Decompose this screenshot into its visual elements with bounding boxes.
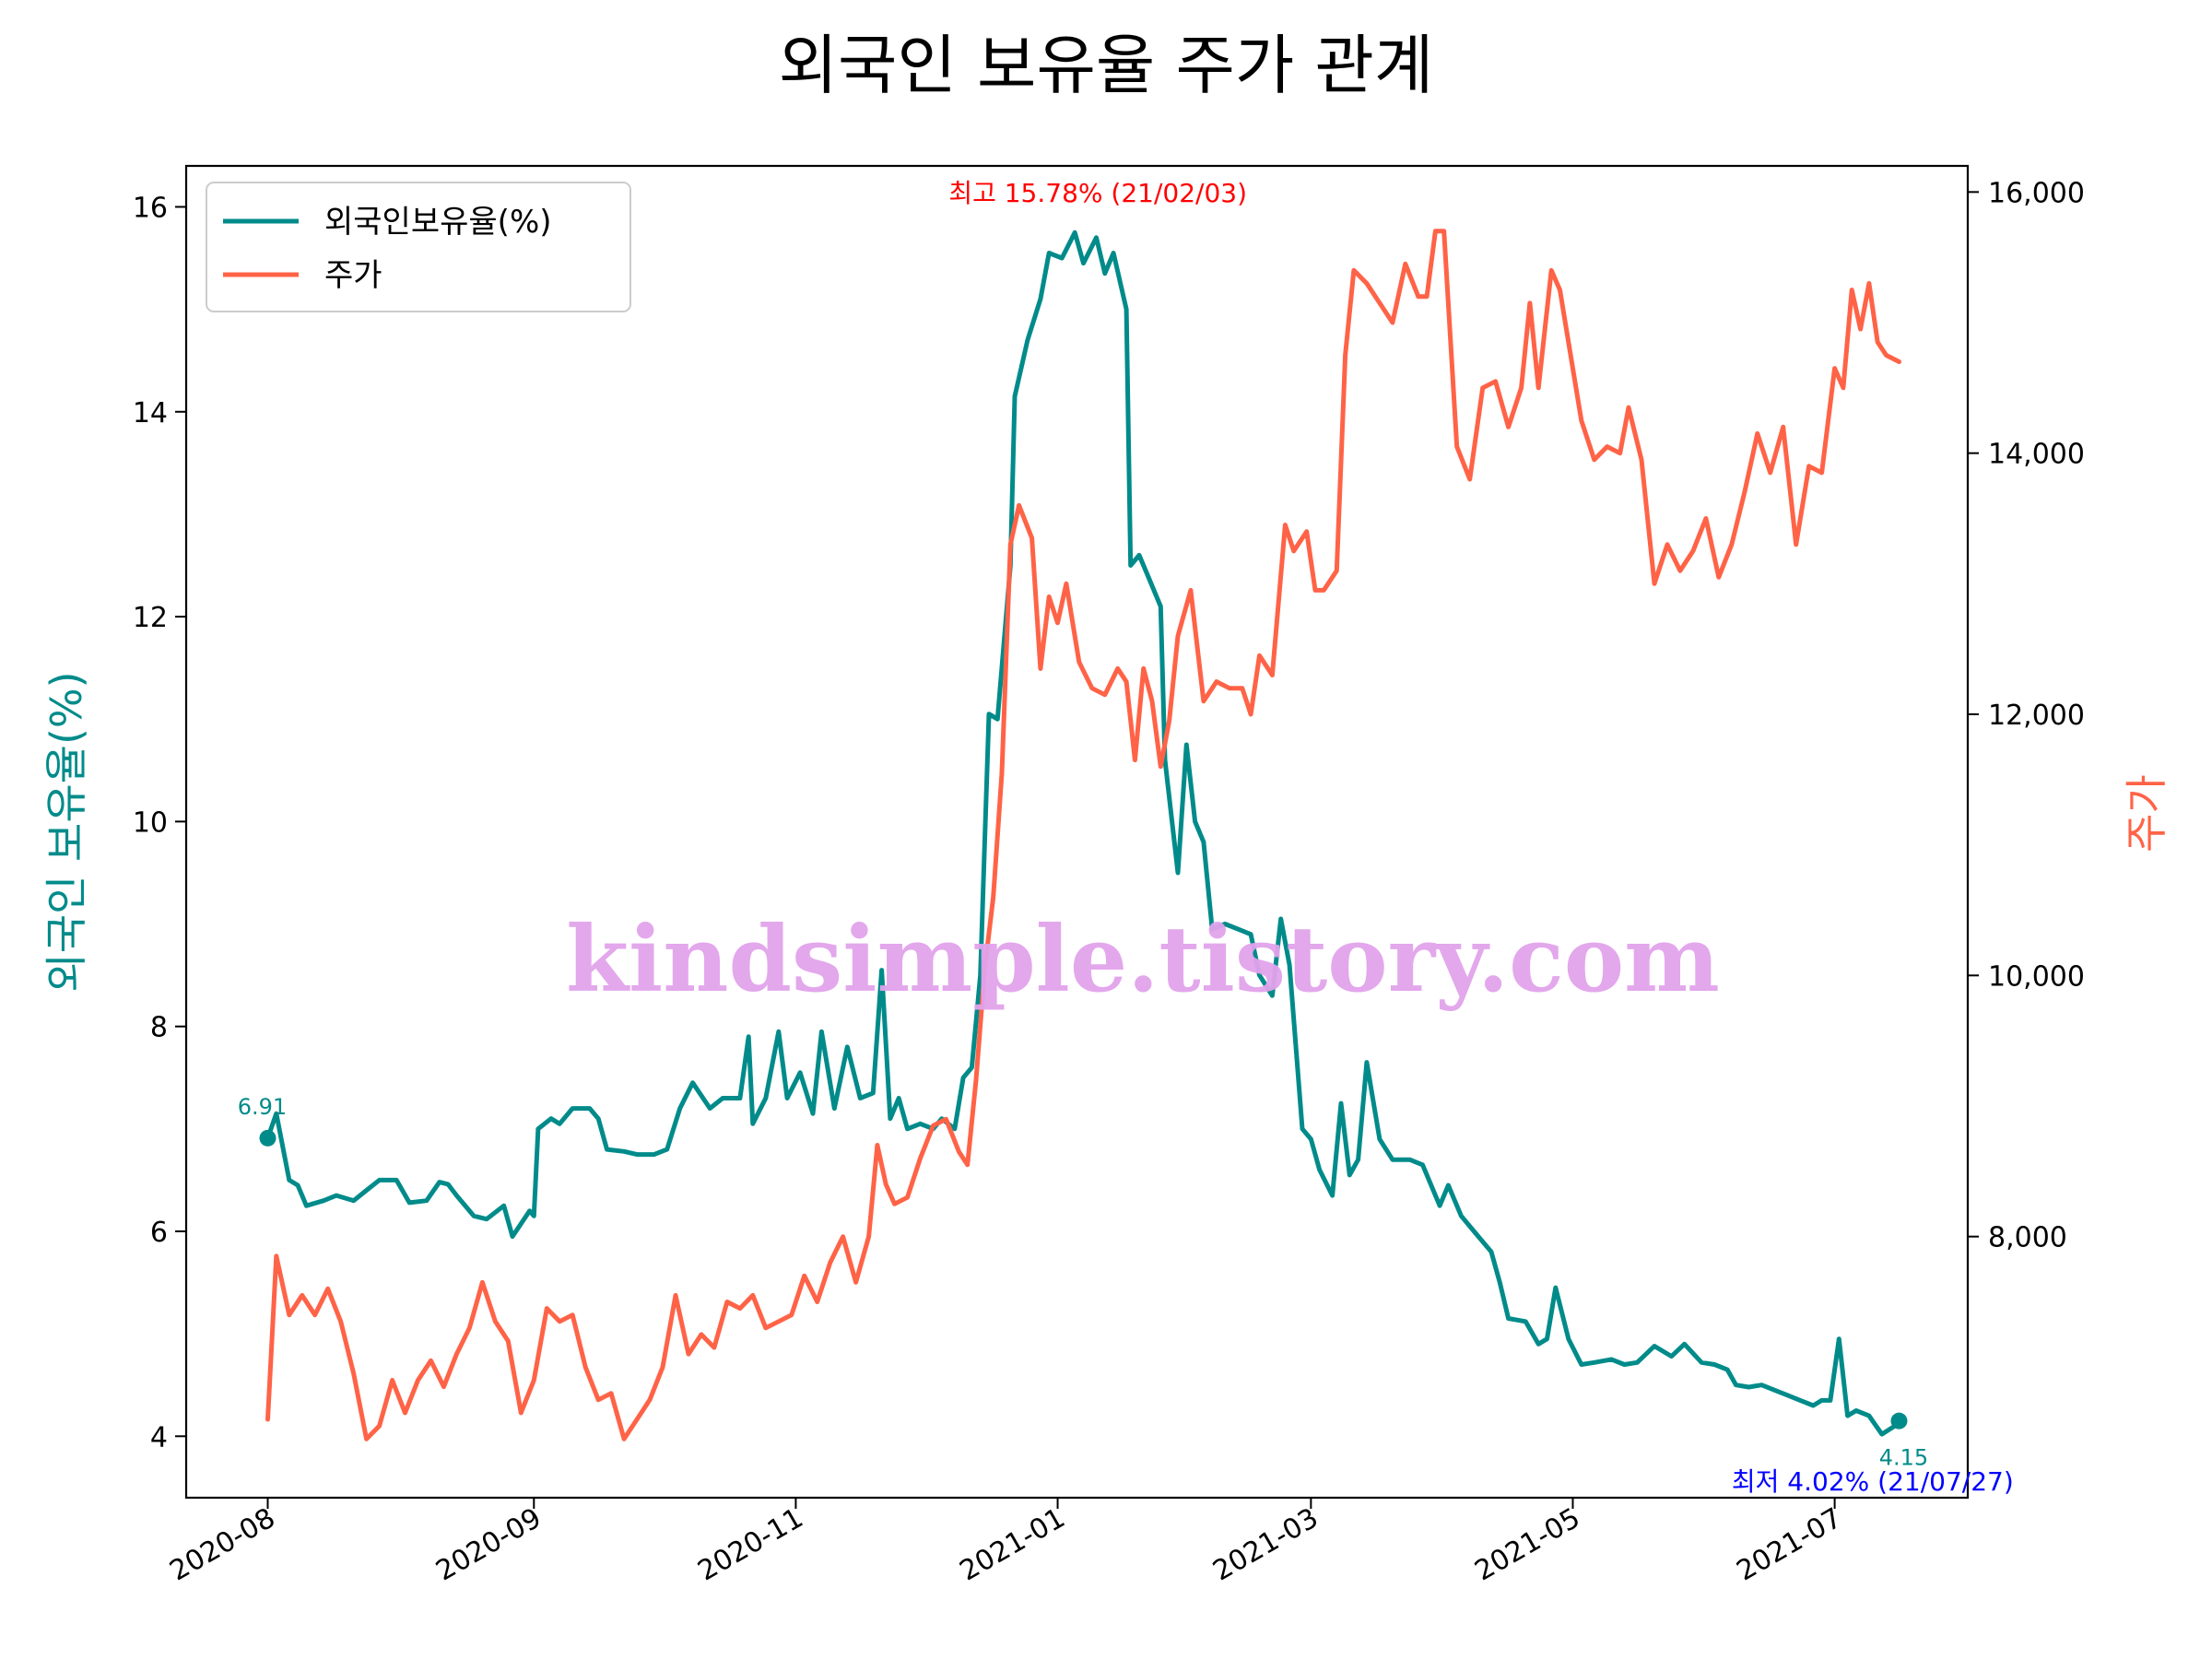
y-left-tick-label: 16 (133, 192, 168, 224)
y-right-tick-label: 14,000 (1988, 439, 2085, 471)
chart-title: 외국인 보유율 주가 관계 (779, 28, 1434, 103)
min-annotation: 최저 4.02% (21/07/27) (1732, 1466, 2014, 1497)
annotations: 6.91 4.15 최고 15.78% (21/02/03) 최저 4.02% (21… (238, 178, 2014, 1497)
watermark: kindsimple.tistory.com (566, 907, 1720, 1013)
end-marker (259, 1129, 276, 1147)
legend-entry: 외국인보유율(%) (324, 204, 552, 241)
end-marker (1890, 1412, 1908, 1430)
max-annotation: 최고 15.78% (21/02/03) (948, 178, 1247, 208)
y-right-tick-label: 10,000 (1988, 960, 2085, 993)
ownership-line (265, 229, 1901, 1437)
legend-box (206, 182, 631, 312)
y-left-tick-label: 10 (133, 806, 168, 839)
series-layer (265, 229, 1901, 1441)
y-left-tick-label: 4 (150, 1421, 168, 1453)
y-left-tick-label: 6 (150, 1217, 168, 1249)
y-right-tick-label: 8,000 (1988, 1222, 2067, 1254)
end-marker-label: 4.15 (1879, 1445, 1928, 1471)
end-marker-label: 6.91 (238, 1094, 287, 1120)
y-right-tick-label: 12,000 (1988, 700, 2085, 732)
legend-entry: 주가 (324, 257, 382, 294)
y-left-tick-label: 8 (150, 1012, 168, 1044)
legend: 외국인보유율(%) 주가 (206, 182, 631, 312)
y-left-tick-label: 12 (133, 602, 168, 634)
y-axis-label-left: 외국인 보유율(%) (41, 671, 91, 992)
y-left-tick-label: 14 (133, 397, 168, 429)
price-line (265, 229, 1901, 1441)
y-right-tick-label: 16,000 (1988, 177, 2085, 209)
plot-frame (184, 164, 1970, 1500)
y-axis-label-right: 주가 (2122, 774, 2171, 853)
